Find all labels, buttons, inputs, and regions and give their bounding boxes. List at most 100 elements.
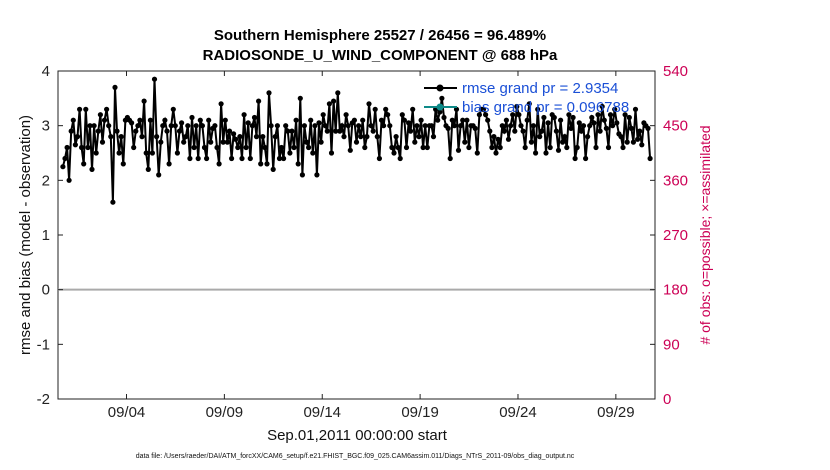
rmse-point — [593, 144, 599, 151]
y-right-tick-label: 540 — [663, 63, 688, 80]
rmse-point — [439, 95, 445, 101]
rmse-point — [199, 123, 205, 129]
rmse-point — [262, 144, 268, 151]
rmse-point — [320, 112, 326, 118]
rmse-point — [630, 139, 637, 145]
rmse-point — [451, 123, 457, 129]
rmse-point — [455, 147, 462, 153]
rmse-point — [62, 155, 68, 162]
rmse-point — [243, 144, 249, 151]
rmse-point — [301, 123, 307, 129]
rmse-point — [287, 150, 293, 156]
rmse-point — [145, 166, 151, 172]
rmse-point — [545, 120, 551, 126]
rmse-point — [637, 128, 643, 134]
rmse-point — [72, 142, 78, 148]
rmse-point — [612, 106, 618, 112]
rmse-point — [81, 161, 87, 167]
rmse-point — [362, 144, 368, 151]
y-right-tick-label: 450 — [663, 118, 688, 135]
rmse-point — [93, 150, 99, 156]
rmse-point — [141, 98, 147, 104]
x-tick-label: 09/29 — [597, 404, 635, 421]
y-tick-label: 0 — [42, 282, 50, 299]
rmse-point — [164, 128, 170, 134]
rmse-point — [497, 144, 503, 151]
rmse-point — [139, 134, 145, 140]
rmse-point — [383, 106, 389, 112]
rmse-point — [381, 123, 387, 129]
rmse-point — [260, 134, 266, 140]
rmse-point — [270, 166, 276, 172]
rmse-point — [518, 123, 524, 129]
rmse-point — [399, 112, 405, 118]
rmse-point — [516, 112, 522, 118]
data-file-footer: data file: /Users/raeder/DAI/ATM_forcXX/… — [136, 453, 575, 460]
rmse-point — [360, 117, 366, 123]
rmse-point — [493, 150, 499, 156]
x-tick-label: 09/14 — [303, 404, 341, 421]
rmse-point — [539, 128, 545, 134]
rmse-point — [389, 144, 395, 151]
y-tick-label: 1 — [42, 227, 50, 244]
rmse-point — [303, 139, 310, 145]
rmse-point — [364, 134, 370, 140]
rmse-point — [647, 155, 653, 162]
rmse-point — [572, 155, 578, 162]
rmse-point — [218, 101, 224, 107]
rmse-point — [289, 128, 295, 134]
rmse-point — [114, 128, 120, 134]
rmse-point — [83, 106, 89, 112]
rmse-point — [168, 123, 174, 129]
rmse-point — [278, 144, 285, 151]
rmse-point — [460, 117, 466, 123]
rmse-point — [587, 123, 593, 129]
rmse-point — [324, 128, 330, 134]
rmse-point — [310, 150, 316, 156]
rmse-point — [331, 98, 337, 104]
rmse-point — [605, 144, 612, 151]
rmse-point — [530, 123, 537, 129]
rmse-point — [97, 112, 103, 118]
rmse-point — [485, 117, 491, 123]
rmse-point — [614, 120, 620, 126]
rmse-point — [151, 76, 158, 82]
rmse-point — [591, 120, 597, 126]
rmse-point — [599, 103, 605, 110]
rmse-point — [508, 123, 514, 129]
rmse-point — [376, 155, 382, 162]
rmse-point — [410, 106, 416, 112]
rmse-point — [162, 117, 168, 123]
rmse-point — [578, 128, 585, 134]
rmse-point — [391, 150, 397, 156]
rmse-point — [189, 114, 195, 121]
rmse-point — [626, 114, 632, 121]
rmse-point — [172, 123, 178, 129]
rmse-point — [472, 125, 478, 131]
rmse-point — [562, 134, 568, 140]
rmse-point — [197, 117, 203, 123]
legend-bias-marker — [436, 103, 444, 111]
rmse-point — [239, 155, 245, 162]
rmse-point — [212, 123, 218, 129]
rmse-point — [555, 147, 562, 153]
rmse-point — [87, 123, 93, 129]
rmse-point — [208, 139, 214, 145]
rmse-point — [449, 117, 455, 123]
rmse-point — [233, 136, 239, 142]
rmse-point — [264, 161, 270, 167]
rmse-point — [495, 136, 501, 142]
rmse-point — [154, 134, 160, 140]
rmse-point — [201, 144, 208, 151]
legend-bias-label: bias grand pr = 0.096788 — [462, 99, 629, 116]
y-right-tick-label: 90 — [663, 336, 680, 353]
rmse-point — [397, 155, 403, 162]
rmse-point — [480, 106, 487, 112]
y-tick-label: 2 — [42, 172, 50, 189]
rmse-point — [147, 117, 153, 123]
rmse-point — [299, 172, 305, 178]
rmse-point — [101, 117, 108, 123]
rmse-point — [512, 128, 518, 134]
rmse-point — [104, 106, 110, 112]
rmse-point — [222, 117, 228, 123]
